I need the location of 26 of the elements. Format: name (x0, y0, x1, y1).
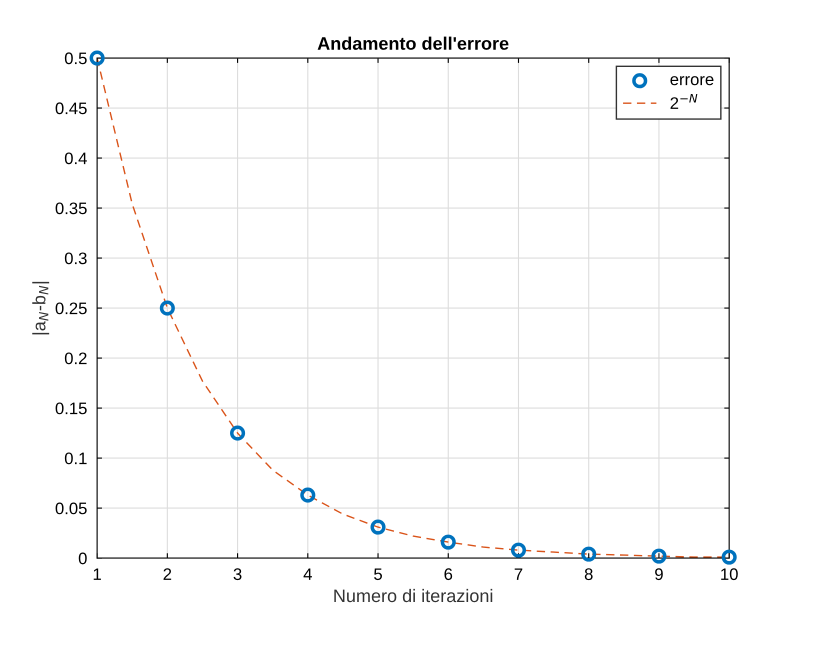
legend-label: errore (670, 76, 714, 86)
y-tick-label: 0.3 (64, 252, 87, 264)
y-tick-label: 0.15 (56, 402, 87, 414)
x-tick-label: 4 (304, 568, 312, 580)
x-tick-label: 6 (444, 568, 452, 580)
y-tick-label: 0 (78, 552, 87, 564)
x-tick-label: 9 (655, 568, 663, 580)
x-tick-label: 2 (164, 568, 172, 580)
y-tick-label: 0.35 (56, 202, 87, 214)
x-tick-label: 10 (721, 568, 738, 580)
y-axis-title: |a$_{N}$-b$_{N}$| (32, 282, 50, 334)
chart-title: Andamento dell'errore (318, 36, 508, 50)
x-axis-title: Numero di iterazioni (334, 588, 492, 602)
x-tick-label: 5 (374, 568, 382, 580)
x-tick-label: 7 (514, 568, 522, 580)
x-tick-label: 8 (584, 568, 593, 580)
x-tick-label: 3 (234, 568, 242, 580)
x-tick-label: 1 (94, 568, 101, 580)
y-tick-label: 0.1 (64, 452, 87, 464)
y-tick-label: 0.2 (64, 352, 87, 364)
y-tick-label: 0.4 (64, 152, 87, 164)
y-tick-label: 0.25 (56, 302, 87, 314)
y-tick-label: 0.05 (56, 502, 87, 514)
legend-label: 2$^{−N}$ (670, 94, 698, 109)
y-tick-label: 0.5 (64, 52, 87, 64)
y-tick-label: 0.45 (56, 102, 87, 114)
